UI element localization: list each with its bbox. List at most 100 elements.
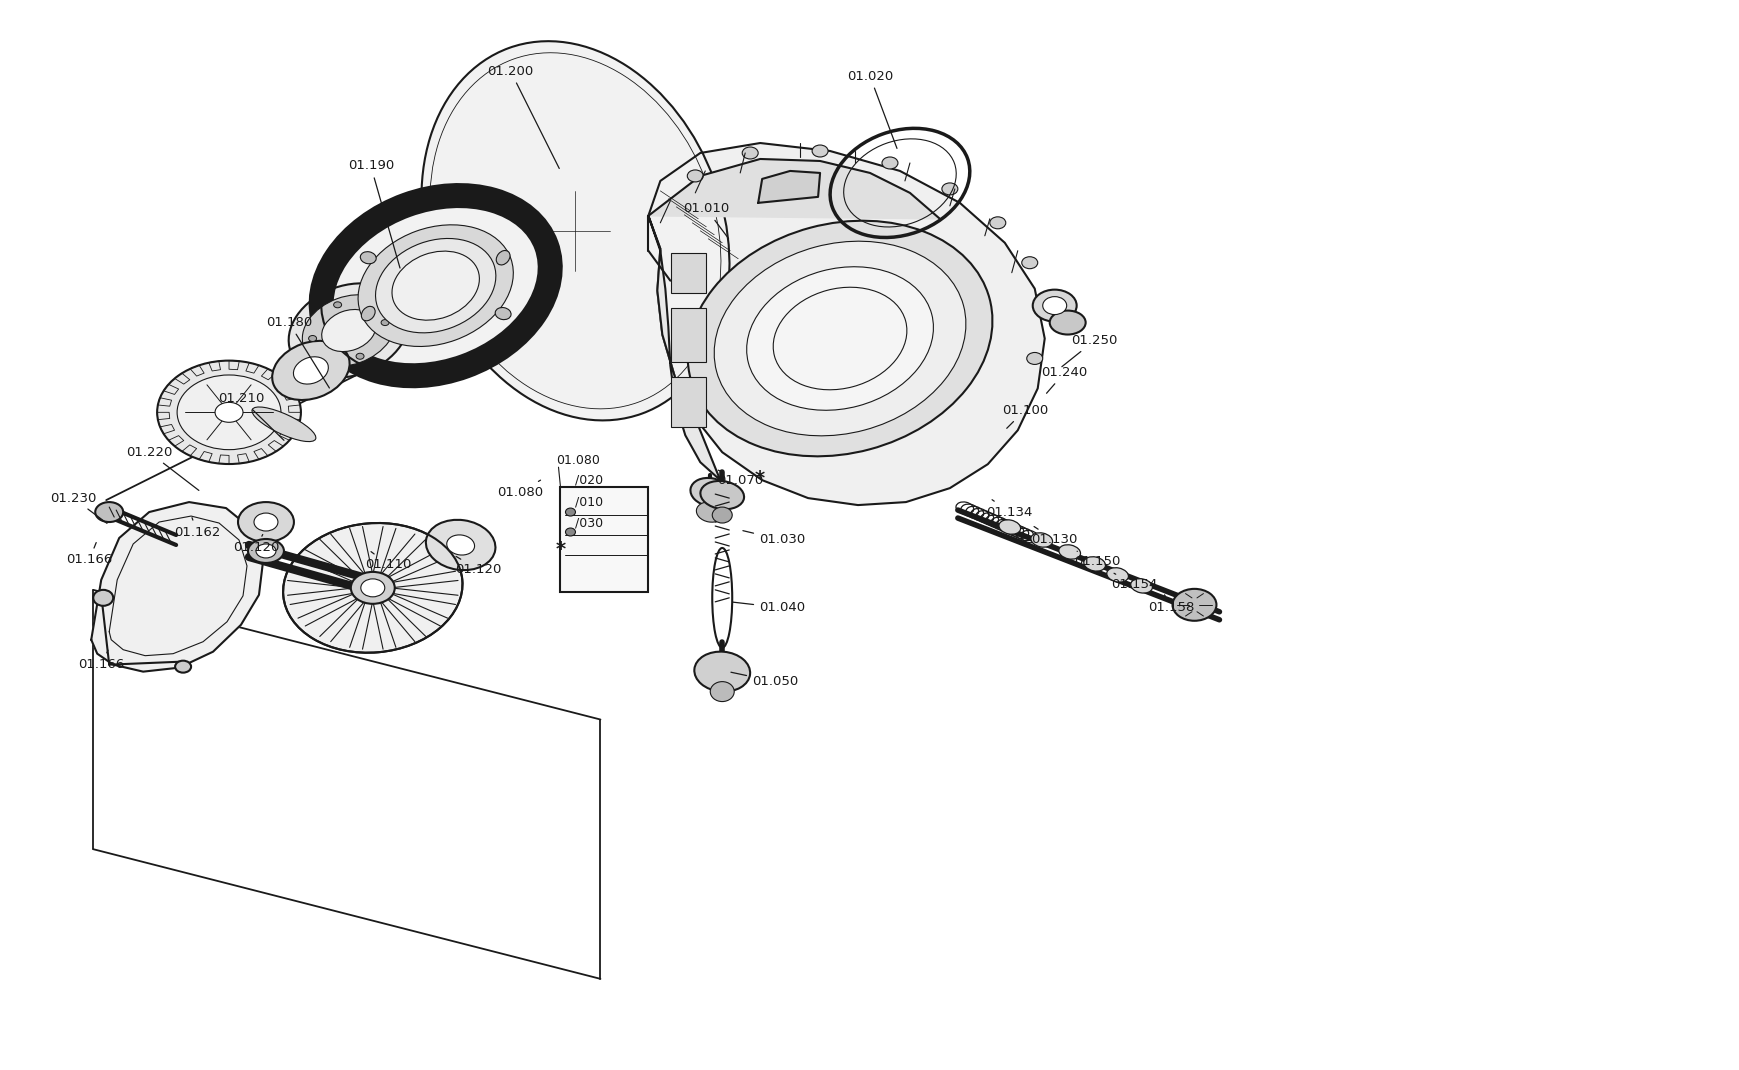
Bar [671, 307, 706, 363]
Ellipse shape [303, 294, 395, 366]
Text: 01.210: 01.210 [217, 392, 283, 440]
Ellipse shape [94, 590, 113, 606]
Polygon shape [758, 171, 819, 203]
Text: 01.030: 01.030 [743, 531, 805, 547]
Polygon shape [198, 452, 212, 462]
Ellipse shape [998, 520, 1021, 534]
Text: 01.162: 01.162 [174, 518, 221, 538]
Ellipse shape [565, 508, 576, 516]
Ellipse shape [687, 170, 703, 182]
Ellipse shape [249, 539, 283, 563]
Ellipse shape [391, 251, 480, 320]
Ellipse shape [1029, 533, 1052, 547]
Ellipse shape [356, 353, 363, 360]
Ellipse shape [426, 520, 496, 570]
Ellipse shape [294, 356, 329, 384]
Polygon shape [289, 404, 301, 412]
Ellipse shape [381, 320, 390, 325]
Bar [671, 253, 706, 292]
Polygon shape [169, 435, 184, 446]
Ellipse shape [308, 336, 316, 341]
Polygon shape [275, 379, 289, 389]
Polygon shape [649, 143, 1043, 505]
Ellipse shape [360, 579, 384, 597]
Polygon shape [160, 425, 174, 433]
Ellipse shape [362, 306, 376, 321]
Text: 01.240: 01.240 [1042, 366, 1087, 394]
Ellipse shape [1172, 588, 1216, 621]
Ellipse shape [289, 284, 409, 378]
Polygon shape [245, 363, 259, 373]
Polygon shape [280, 430, 294, 440]
Text: 01.050: 01.050 [730, 672, 798, 688]
Text: 01.158: 01.158 [1148, 595, 1195, 614]
Ellipse shape [271, 341, 350, 400]
Ellipse shape [1059, 545, 1080, 560]
Ellipse shape [254, 513, 278, 531]
Polygon shape [238, 454, 249, 463]
Text: *: * [755, 469, 765, 488]
Bar [560, 487, 649, 592]
Polygon shape [261, 369, 277, 380]
Text: 01.200: 01.200 [487, 64, 558, 168]
Polygon shape [649, 159, 939, 219]
Ellipse shape [252, 407, 316, 442]
Ellipse shape [713, 241, 965, 435]
Text: 01.166: 01.166 [78, 651, 123, 671]
Text: 01.150: 01.150 [1073, 551, 1120, 568]
Ellipse shape [283, 523, 463, 653]
Ellipse shape [1021, 257, 1036, 269]
Text: /010: /010 [576, 495, 603, 508]
Ellipse shape [216, 402, 243, 423]
Ellipse shape [1083, 556, 1104, 571]
Ellipse shape [376, 239, 496, 333]
Polygon shape [183, 445, 197, 456]
Ellipse shape [358, 225, 513, 347]
Text: 01.070: 01.070 [716, 470, 763, 487]
Ellipse shape [743, 147, 758, 159]
Text: 01.190: 01.190 [348, 159, 400, 268]
Ellipse shape [1033, 303, 1049, 315]
Text: 01.130: 01.130 [1031, 526, 1076, 547]
Ellipse shape [687, 220, 991, 456]
Polygon shape [254, 448, 268, 459]
Ellipse shape [96, 502, 123, 522]
Text: /020: /020 [576, 474, 603, 487]
Text: 01.134: 01.134 [986, 500, 1033, 519]
Text: 01.110: 01.110 [365, 552, 412, 571]
Ellipse shape [176, 660, 191, 673]
Ellipse shape [941, 183, 956, 195]
Ellipse shape [157, 361, 301, 464]
Ellipse shape [711, 507, 732, 523]
Ellipse shape [351, 571, 395, 603]
Polygon shape [163, 384, 179, 395]
Ellipse shape [1042, 296, 1066, 315]
Ellipse shape [1049, 310, 1085, 335]
Text: 01.020: 01.020 [847, 70, 897, 149]
Text: /030: /030 [576, 517, 603, 530]
Text: 01.166: 01.166 [66, 542, 113, 566]
Polygon shape [230, 361, 240, 369]
Text: 01.180: 01.180 [266, 316, 329, 388]
Ellipse shape [694, 652, 750, 691]
Ellipse shape [1026, 352, 1042, 365]
Ellipse shape [256, 544, 277, 557]
Polygon shape [209, 362, 221, 371]
Text: 01.010: 01.010 [683, 202, 729, 239]
Ellipse shape [812, 146, 828, 157]
Text: 01.040: 01.040 [732, 601, 805, 614]
Ellipse shape [177, 374, 280, 449]
Ellipse shape [746, 266, 932, 410]
Text: *: * [555, 540, 565, 560]
Text: 01.120: 01.120 [456, 556, 501, 577]
Polygon shape [649, 216, 720, 480]
Text: 01.154: 01.154 [1111, 574, 1156, 592]
Polygon shape [287, 418, 301, 427]
Ellipse shape [701, 480, 744, 509]
Ellipse shape [322, 309, 376, 352]
Text: 01.080: 01.080 [497, 480, 543, 499]
Ellipse shape [696, 502, 723, 522]
Ellipse shape [496, 250, 510, 265]
Ellipse shape [496, 307, 511, 320]
Ellipse shape [1106, 568, 1129, 582]
